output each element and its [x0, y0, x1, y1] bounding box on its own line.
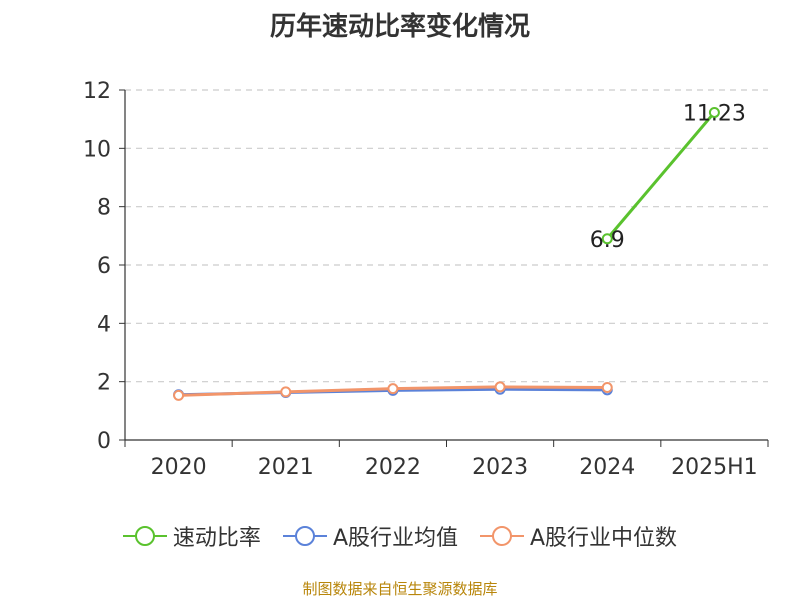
x-tick-label: 2025H1 [671, 455, 758, 480]
legend-label: A股行业中位数 [530, 526, 678, 551]
data-point [601, 382, 613, 393]
legend: 速动比率 A股行业均值 A股行业中位数 [0, 520, 800, 552]
x-tick-label: 2024 [579, 455, 635, 480]
legend-label: A股行业均值 [332, 526, 458, 551]
x-tick-label: 2023 [472, 455, 528, 480]
source-note: 制图数据来自恒生聚源数据库 [302, 580, 498, 598]
data-label: 11.23 [683, 101, 746, 126]
data-labels: 6.9 11.23 [590, 101, 746, 252]
y-tick-label: 0 [97, 429, 111, 454]
y-tick-label: 8 [97, 196, 111, 221]
chart-title: 历年速动比率变化情况 [269, 12, 530, 42]
legend-marker-icon [480, 526, 524, 546]
y-tick-label: 4 [97, 312, 111, 337]
legend-item-1[interactable]: A股行业均值 [282, 520, 458, 552]
series-group [173, 106, 720, 401]
y-tick-label: 6 [97, 254, 111, 279]
legend-item-0[interactable]: 速动比率 [122, 520, 261, 552]
data-point [173, 389, 185, 401]
x-tick-label: 2022 [365, 455, 421, 480]
data-point [494, 381, 506, 393]
data-point [601, 233, 613, 245]
legend-label: 速动比率 [172, 526, 261, 551]
legend-marker-icon [282, 526, 327, 546]
legend-item-2[interactable]: A股行业中位数 [480, 520, 677, 552]
data-point [387, 383, 399, 395]
x-tick-label: 2020 [151, 455, 207, 480]
y-tick-label: 12 [83, 79, 111, 104]
data-point [280, 386, 292, 398]
legend-marker-icon [122, 526, 167, 546]
y-tick-label: 2 [97, 371, 111, 396]
series-line-0 [606, 111, 716, 240]
data-point [708, 106, 720, 118]
axes: 0 2 4 6 8 10 12 2020 2021 2022 2023 2024 2025H1 [83, 79, 769, 480]
x-tick-label: 2021 [258, 455, 314, 480]
grid-lines [125, 89, 768, 383]
y-tick-label: 10 [83, 137, 111, 162]
data-label: 6.9 [590, 228, 625, 253]
